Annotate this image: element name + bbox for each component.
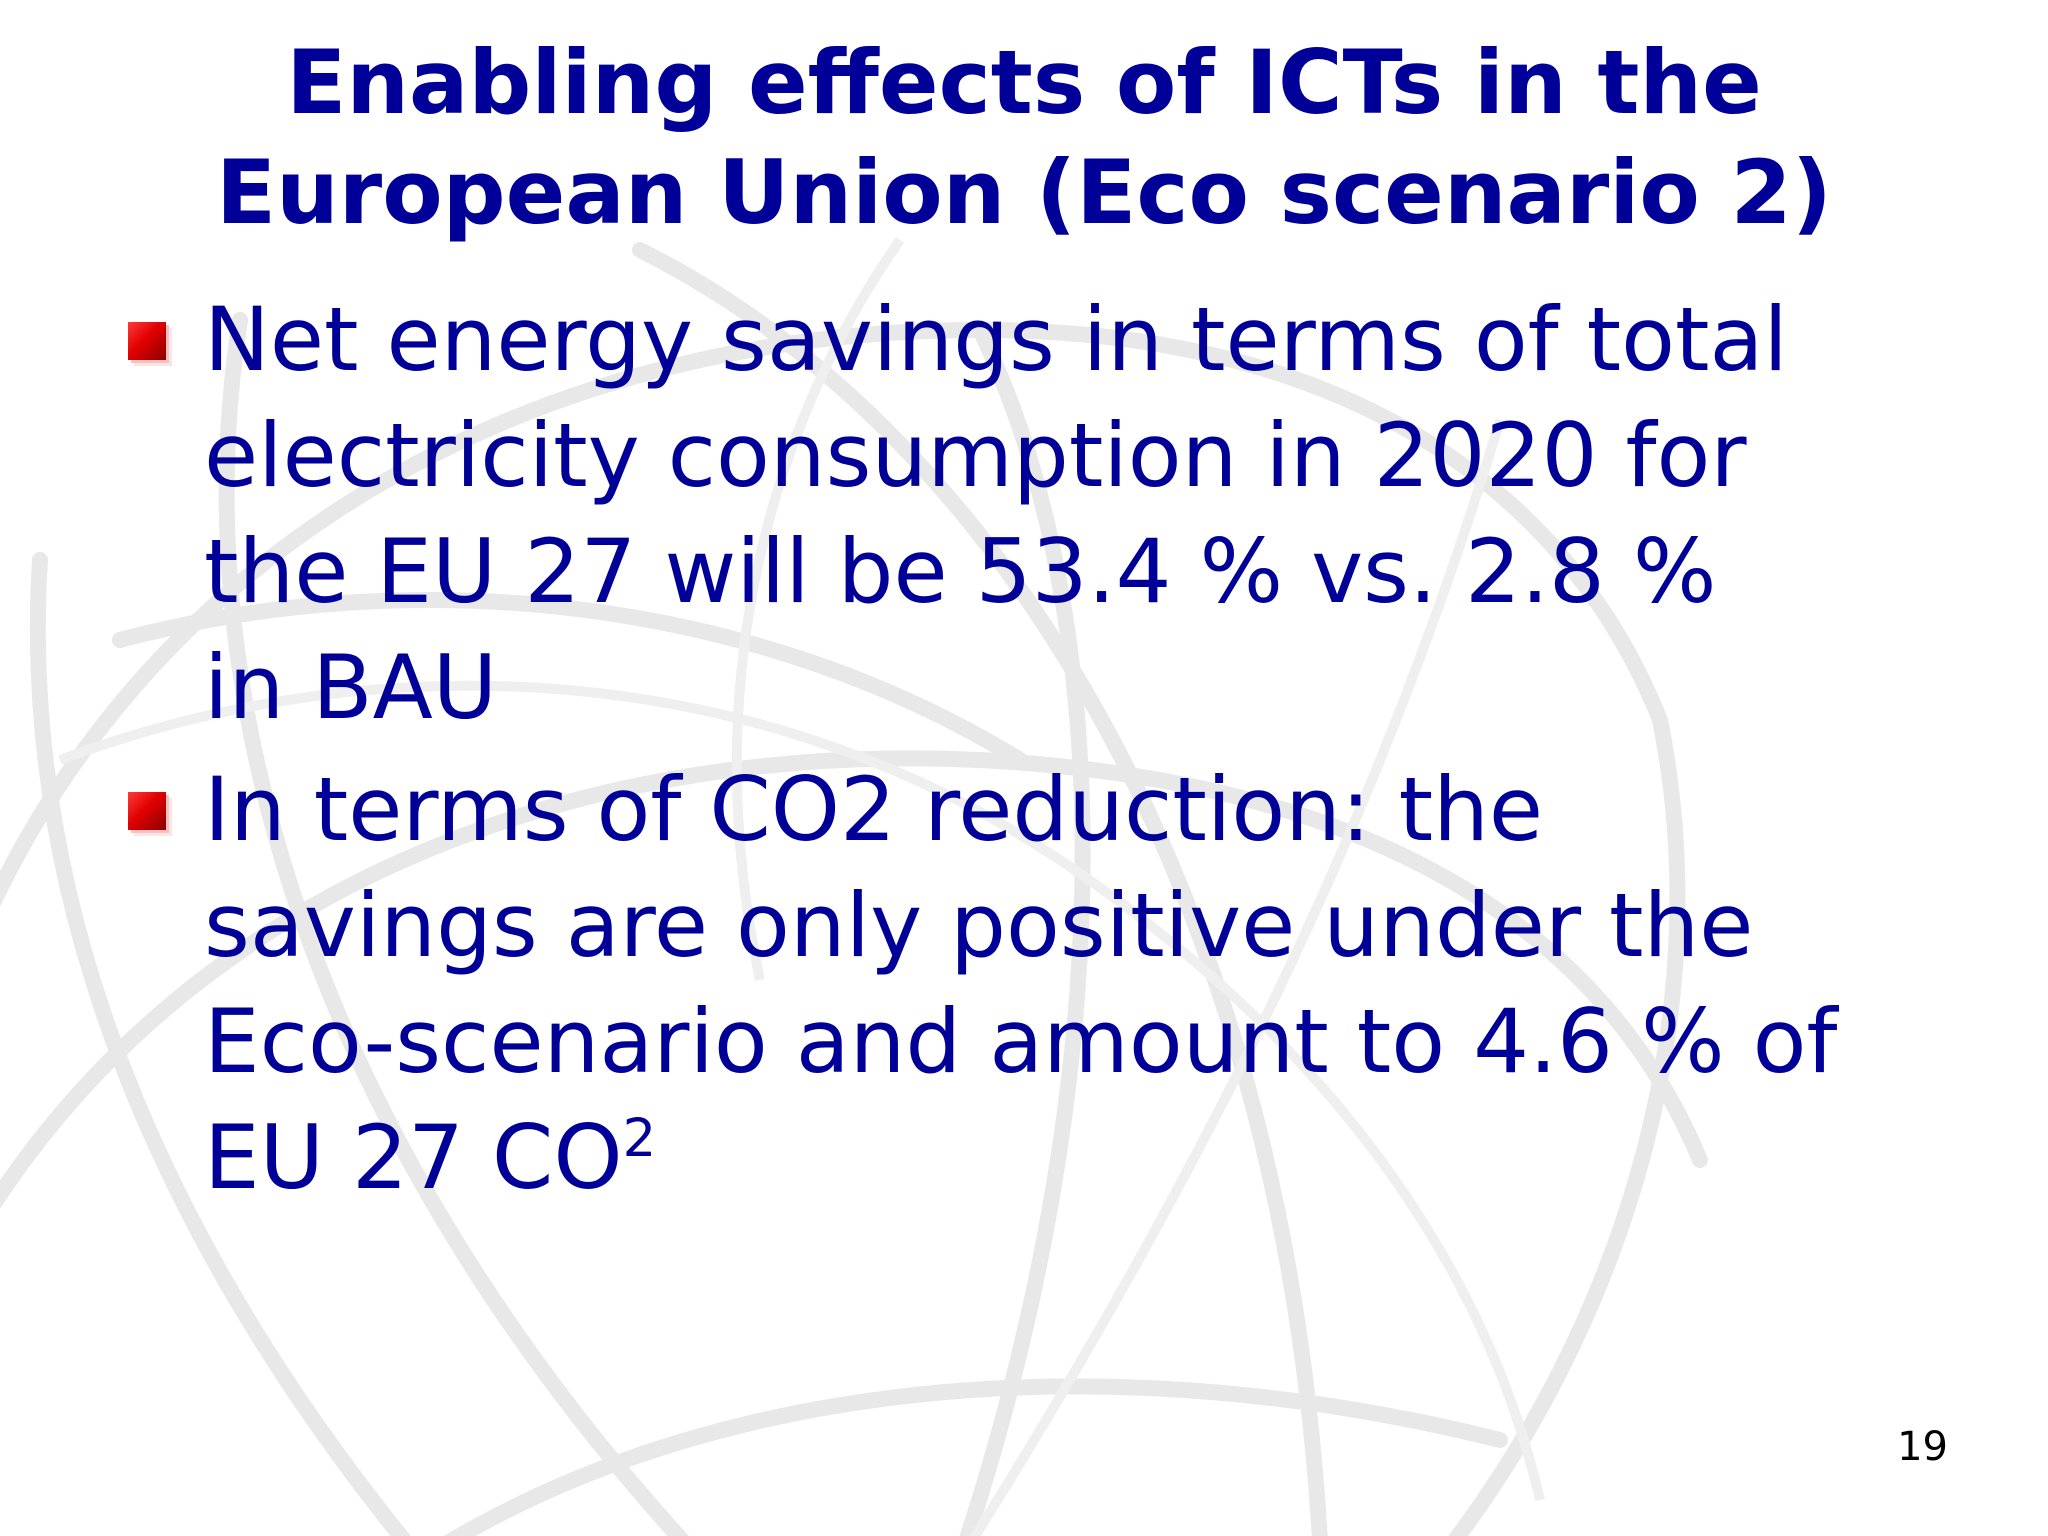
bullet-text-line: savings are only positive under the — [204, 874, 1754, 977]
bullet-text-segment: EU 27 CO — [204, 1106, 623, 1209]
bullet-text-line: in BAU — [204, 636, 498, 739]
superscript: 2 — [622, 1108, 657, 1169]
bullet-text-line: electricity consumption in 2020 for — [204, 404, 1747, 507]
bullet-text: Net energy savings in terms of total ele… — [204, 282, 2024, 746]
slide-title: Enabling effects of ICTs in the European… — [0, 28, 2048, 248]
slide-title-line: Enabling effects of ICTs in the — [286, 31, 1762, 134]
bullet-text-line: EU 27 CO2 — [204, 1100, 2024, 1229]
bullet-text-line: the EU 27 will be 53.4 % vs. 2.8 % — [204, 520, 1717, 623]
page-number: 19 — [1897, 1424, 1948, 1470]
red-square-bullet-icon — [128, 792, 166, 830]
bullet-text-line: Net energy savings in terms of total — [204, 288, 1788, 391]
red-square-bullet-icon — [128, 322, 166, 360]
bullet-text: In terms of CO2 reduction: the savings a… — [204, 752, 2024, 1229]
slide-title-line: European Union (Eco scenario 2) — [216, 141, 1832, 244]
bullet-text-line: In terms of CO2 reduction: the — [204, 758, 1543, 861]
bullet-text-line: Eco-scenario and amount to 4.6 % of — [204, 990, 1838, 1093]
